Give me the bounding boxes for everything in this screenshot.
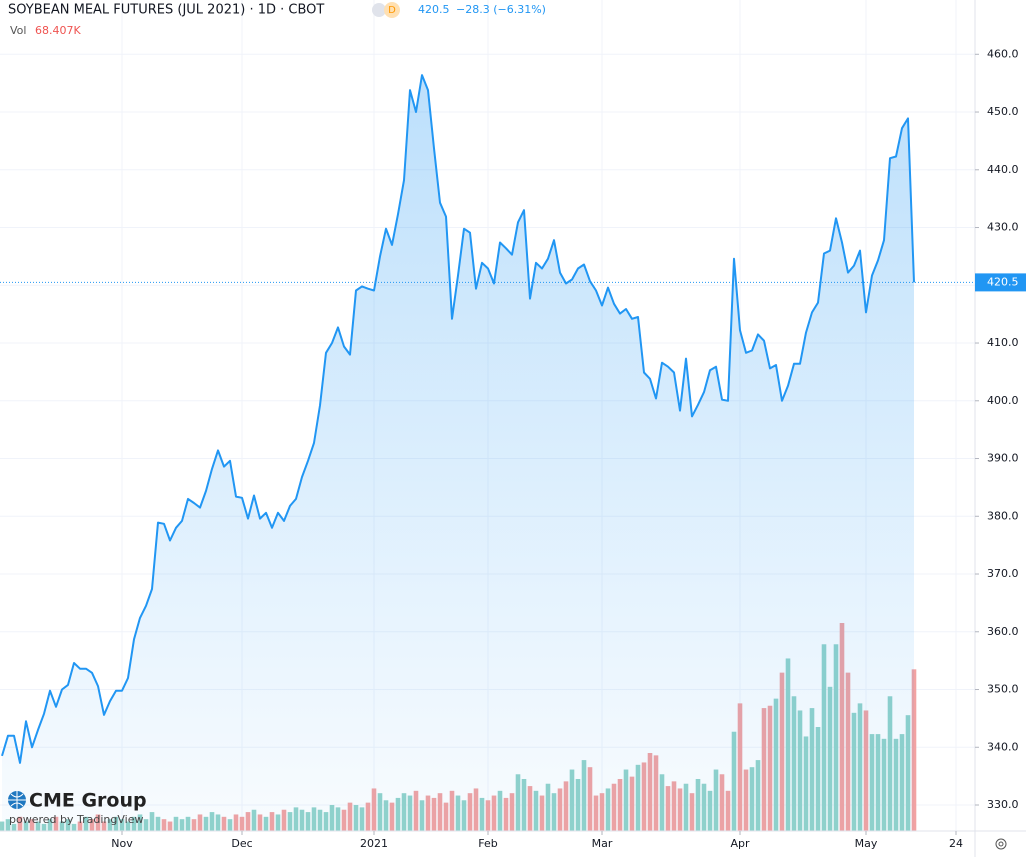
price-line xyxy=(1,74,915,764)
last-price-tag xyxy=(975,273,1026,292)
x-tick-label: May xyxy=(855,837,878,850)
x-tick-label: Mar xyxy=(592,837,613,850)
settings-gear-hub[interactable] xyxy=(998,841,1004,847)
y-tick-label: 380.0 xyxy=(987,509,1019,522)
x-tick-label: Nov xyxy=(111,837,133,850)
x-tick-label: Dec xyxy=(231,837,252,850)
badge-bg xyxy=(372,3,386,17)
chart-title: SOYBEAN MEAL FUTURES (JUL 2021) · 1D · C… xyxy=(8,3,324,18)
y-tick-label: 330.0 xyxy=(987,798,1019,811)
badge: D xyxy=(388,5,396,16)
y-tick-label: 390.0 xyxy=(987,452,1019,465)
price-change: −28.3 (−6.31%) xyxy=(456,3,546,16)
logo: CME Group powered by TradingView xyxy=(8,790,147,826)
y-tick-label: 410.0 xyxy=(987,336,1019,349)
badge-circle xyxy=(384,2,400,18)
y-tick-label: 440.0 xyxy=(987,163,1019,176)
powered-by: powered by TradingView xyxy=(9,813,143,826)
y-tick-label: 400.0 xyxy=(987,394,1019,407)
y-tick-label: 350.0 xyxy=(987,683,1019,696)
logo-text: CME Group xyxy=(29,790,147,812)
price-series xyxy=(0,74,975,832)
y-tick-label: 360.0 xyxy=(987,625,1019,638)
last-price: 420.5 xyxy=(418,3,450,16)
settings-gear[interactable] xyxy=(995,838,1007,850)
y-tick-label: 460.0 xyxy=(987,47,1019,60)
x-tick-label: Feb xyxy=(478,837,497,850)
settings-icon[interactable] xyxy=(995,838,1007,850)
y-tick-label: 430.0 xyxy=(987,221,1019,234)
volume-title: Vol xyxy=(10,24,26,37)
y-tick-label: 450.0 xyxy=(987,105,1019,118)
axes: 330.0 340.0 350.0 360.0 370.0 380.0 390.0 400.0… xyxy=(111,47,1026,850)
logo-globe-lines xyxy=(8,791,26,809)
x-tick-label: 2021 xyxy=(360,837,388,850)
y-tick-label: 340.0 xyxy=(987,740,1019,753)
price-area xyxy=(2,75,914,832)
x-tick-label: Apr xyxy=(730,837,750,850)
y-tick-label: 370.0 xyxy=(987,567,1019,580)
volume-value: 68.407K xyxy=(35,24,81,37)
x-tick-label: 24 xyxy=(949,837,963,850)
last-price-tag-label: 420.5 xyxy=(987,275,1019,288)
